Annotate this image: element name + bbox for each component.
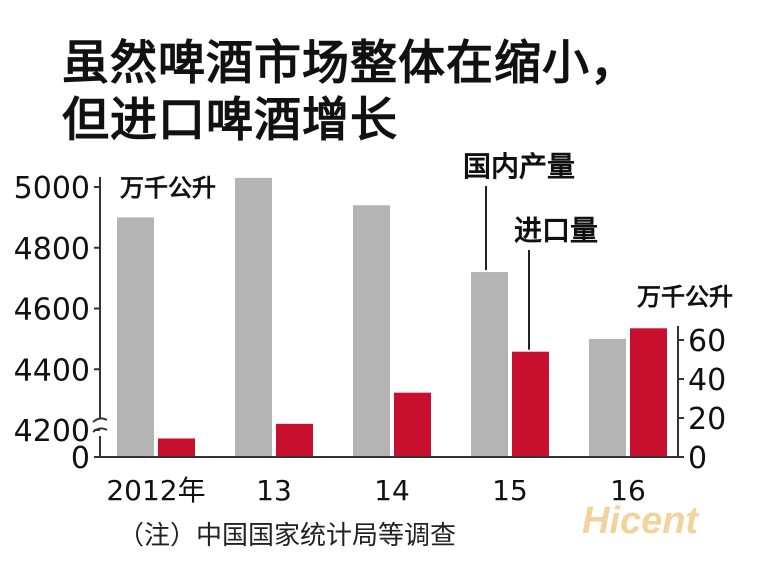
left-tick-label: 4200 [14,414,90,449]
left-tick-label: 4400 [14,353,90,388]
domestic-bar-4 [589,338,626,457]
right-tick-label: 60 [688,324,726,359]
left-tick-label: 4600 [14,293,90,328]
x-tick-label: 2012年 [106,474,205,507]
domestic-bar-2 [353,205,390,457]
left-axis-unit: 万千公升 [120,174,216,202]
imports-bar-2 [394,392,431,457]
imports-bar-4 [630,328,667,457]
x-tick-label: 13 [256,474,292,507]
imports-bar-1 [276,423,313,457]
imports-bar-0 [158,438,195,457]
chart-title-line-2: 但进口啤酒增长 [62,93,398,148]
right-axis-unit: 万千公升 [637,283,733,311]
legend-domestic-label: 国内产量 [463,150,575,183]
domestic-bar-0 [117,217,154,457]
watermark-logo: Hicent [582,500,699,542]
domestic-bar-1 [235,177,272,457]
imports-bar-3 [512,351,549,457]
x-tick-label: 15 [492,474,528,507]
chart-title-line-1: 虽然啤酒市场整体在缩小， [62,36,638,91]
x-tick-label: 16 [610,474,646,507]
left-tick-label: 5000 [14,171,90,206]
domestic-bar-3 [471,272,508,457]
legend-imports-label: 进口量 [514,214,598,247]
axis-break-mark [92,417,108,433]
left-tick-label: 4800 [14,232,90,267]
right-tick-label: 40 [688,363,726,398]
left-tick-label: 0 [71,441,90,476]
right-tick-label: 20 [688,402,726,437]
x-tick-label: 14 [374,474,410,507]
right-tick-label: 0 [688,441,707,476]
source-note: （注）中国国家统计局等调查 [118,521,457,551]
